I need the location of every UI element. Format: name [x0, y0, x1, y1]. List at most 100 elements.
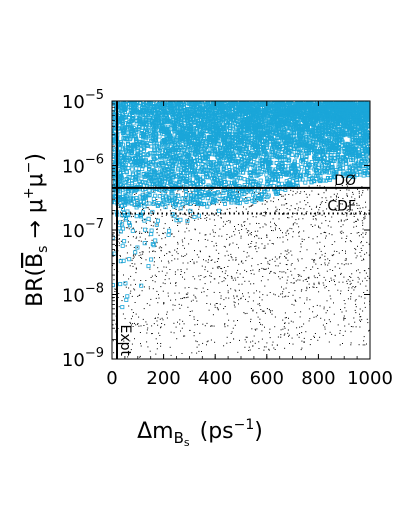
data-point: [260, 323, 261, 325]
data-point: [339, 332, 341, 334]
data-point: [178, 292, 180, 294]
data-point: [286, 203, 288, 204]
data-point: [358, 196, 360, 198]
data-point: [178, 303, 180, 305]
data-point: [361, 220, 363, 222]
data-point: [266, 201, 268, 203]
data-point: [169, 269, 171, 270]
data-point: [266, 342, 268, 344]
data-point: [346, 195, 348, 197]
data-point: [136, 203, 141, 208]
data-point: [306, 288, 308, 290]
data-point: [125, 257, 127, 259]
data-point: [290, 189, 292, 191]
data-point: [179, 323, 181, 325]
data-point: [242, 262, 244, 264]
data-point: [211, 189, 213, 191]
data-point: [363, 259, 365, 261]
data-point: [210, 203, 212, 205]
data-point: [334, 207, 336, 209]
data-point: [187, 223, 189, 225]
data-point: [209, 233, 211, 235]
data-point: [160, 326, 162, 328]
data-point: [277, 237, 278, 239]
data-point: [156, 348, 158, 350]
data-point: [190, 239, 192, 240]
data-point: [343, 276, 345, 278]
data-point: [206, 322, 208, 324]
data-point: [130, 284, 132, 286]
data-point: [187, 292, 189, 294]
data-point: [158, 297, 160, 299]
data-point: [220, 295, 222, 297]
data-point: [233, 301, 235, 303]
data-point: [286, 282, 288, 284]
data-point: [198, 350, 200, 352]
data-point: [202, 323, 204, 325]
data-point: [343, 220, 345, 222]
data-point: [153, 261, 155, 263]
data-point: [330, 277, 332, 279]
data-point: [233, 338, 234, 340]
data-point: [294, 282, 295, 284]
data-point: [168, 262, 170, 264]
data-point: [229, 208, 231, 210]
data-point: [198, 208, 200, 210]
data-point: [235, 210, 237, 212]
data-point: [183, 297, 185, 299]
data-point: [270, 226, 272, 228]
data-point: [327, 225, 329, 227]
data-point: [314, 333, 316, 334]
data-point: [340, 293, 341, 295]
data-point: [267, 243, 269, 245]
data-point: [293, 304, 295, 306]
data-point: [239, 339, 240, 341]
data-point: [229, 220, 231, 222]
data-point: [146, 341, 148, 343]
data-point: [227, 185, 229, 187]
data-point: [176, 251, 178, 253]
data-point: [134, 254, 136, 256]
data-point: [287, 329, 289, 331]
data-point: [146, 216, 151, 221]
data-point: [147, 327, 149, 329]
data-point: [329, 260, 331, 262]
data-point: [304, 302, 305, 304]
data-point: [318, 281, 320, 283]
data-point: [191, 191, 193, 193]
data-point: [148, 288, 150, 290]
data-point: [194, 287, 196, 289]
data-point: [156, 320, 158, 322]
data-point: [298, 218, 300, 220]
data-point: [335, 185, 337, 187]
data-point: [223, 345, 225, 347]
data-point: [224, 326, 226, 328]
data-point: [245, 260, 247, 262]
data-point: [162, 282, 164, 284]
data-point: [138, 240, 140, 242]
data-point: [128, 305, 130, 307]
data-point: [272, 201, 274, 203]
data-point: [257, 316, 259, 318]
data-point: [196, 300, 198, 302]
data-point: [302, 280, 304, 282]
data-point: [112, 340, 114, 342]
data-point: [224, 323, 226, 325]
data-point: [146, 264, 151, 269]
data-point: [194, 205, 196, 206]
data-point: [297, 279, 299, 281]
data-point: [125, 294, 130, 299]
data-point: [266, 235, 268, 237]
data-point: [135, 237, 137, 239]
data-point: [216, 303, 218, 304]
data-point: [198, 344, 200, 346]
data-point: [346, 193, 348, 195]
data-point: [189, 315, 191, 316]
data-point: [292, 343, 294, 345]
data-point: [205, 246, 207, 248]
data-point: [207, 340, 209, 342]
data-point: [347, 263, 349, 265]
data-point: [207, 239, 209, 241]
data-point: [312, 306, 314, 308]
data-point: [191, 215, 193, 217]
